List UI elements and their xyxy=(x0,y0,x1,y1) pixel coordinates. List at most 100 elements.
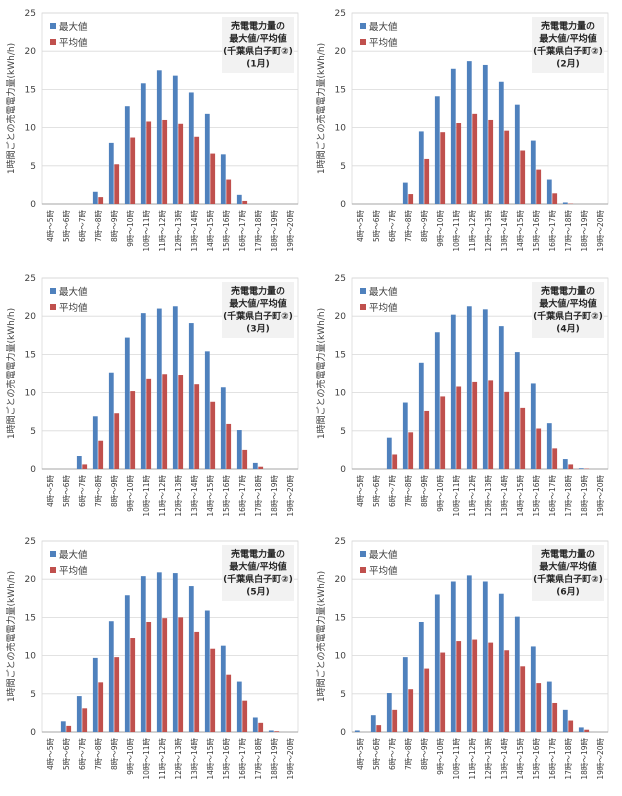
bar-avg xyxy=(146,121,152,204)
bar-avg xyxy=(194,136,200,204)
y-axis-label: 1時間ごとの売電電力量(kWh/h) xyxy=(315,308,327,439)
x-tick-label: 6時～7時 xyxy=(388,475,397,508)
bar-max xyxy=(514,352,520,469)
x-tick-label: 9時～10時 xyxy=(126,738,135,775)
chart-month: (1月) xyxy=(246,59,270,70)
y-tick-label: 10 xyxy=(335,124,347,134)
chart-title: (千葉県白子町②) xyxy=(223,45,293,57)
chart-panel: 0 5 10 15 20 25 1時間ごとの売電電力量(kWh/h) 4時～5時 5時～6時 6時… xyxy=(5,9,299,252)
legend-swatch xyxy=(360,567,366,573)
bar-avg xyxy=(504,391,510,469)
bar-max xyxy=(450,581,456,732)
bar-avg xyxy=(392,709,398,732)
y-tick-label: 0 xyxy=(30,200,36,210)
y-tick-label: 0 xyxy=(340,200,346,210)
x-tick-label: 10時～11時 xyxy=(142,738,151,780)
x-tick-label: 8時～9時 xyxy=(110,475,119,508)
bar-avg xyxy=(146,621,152,732)
x-tick-label: 9時～10時 xyxy=(436,210,445,247)
legend-entry: 平均値 xyxy=(59,302,88,314)
x-tick-label: 16時～17時 xyxy=(238,475,247,517)
bar-avg xyxy=(162,374,168,469)
x-tick-label: 6時～7時 xyxy=(388,738,397,771)
x-tick-label: 17時～18時 xyxy=(254,210,263,252)
chart-title: 最大値/平均値 xyxy=(229,33,286,45)
bar-max xyxy=(268,730,274,732)
bar-max xyxy=(140,83,146,204)
x-tick-label: 18時～19時 xyxy=(270,475,279,517)
legend-entry: 最大値 xyxy=(369,549,398,561)
chart-title: (千葉県白子町②) xyxy=(533,573,603,585)
bar-max xyxy=(188,323,194,469)
bar-avg xyxy=(456,386,462,469)
x-tick-label: 16時～17時 xyxy=(548,210,557,252)
y-tick-label: 0 xyxy=(340,728,346,738)
x-tick-label: 17時～18時 xyxy=(564,738,573,780)
y-tick-label: 20 xyxy=(335,47,347,57)
x-tick-label: 14時～15時 xyxy=(516,210,525,252)
y-tick-label: 5 xyxy=(340,162,346,172)
x-tick-label: 18時～19時 xyxy=(270,738,279,780)
bar-max xyxy=(450,314,456,469)
chart-title: 売電電力量の xyxy=(231,20,285,32)
x-tick-label: 12時～13時 xyxy=(484,475,493,517)
x-tick-label: 9時～10時 xyxy=(436,738,445,775)
x-tick-label: 5時～6時 xyxy=(372,738,381,771)
chart-month: (5月) xyxy=(246,587,270,598)
bar-avg xyxy=(504,650,510,732)
bar-avg xyxy=(98,197,104,204)
y-tick-label: 5 xyxy=(30,162,36,172)
bar-avg xyxy=(178,375,184,469)
legend-swatch xyxy=(360,23,366,29)
bar-max xyxy=(530,140,536,204)
bar-max xyxy=(220,387,226,469)
x-tick-label: 13時～14時 xyxy=(190,210,199,252)
y-axis-label: 1時間ごとの売電電力量(kWh/h) xyxy=(5,571,17,702)
bar-max xyxy=(140,313,146,469)
bar-avg xyxy=(114,657,120,732)
bar-avg xyxy=(536,428,542,469)
chart-title: 売電電力量の xyxy=(231,285,285,297)
bar-avg xyxy=(178,123,184,204)
title-box xyxy=(222,282,294,338)
bar-max xyxy=(434,594,440,732)
y-tick-label: 0 xyxy=(340,465,346,475)
bar-max xyxy=(386,437,392,469)
x-tick-label: 9時～10時 xyxy=(126,210,135,247)
bar-avg xyxy=(568,464,574,469)
bar-avg xyxy=(82,708,88,732)
x-tick-label: 11時～12時 xyxy=(468,475,477,517)
chart-title: (千葉県白子町②) xyxy=(533,310,603,322)
bar-max xyxy=(418,362,424,469)
y-tick-label: 5 xyxy=(340,690,346,700)
y-axis-label: 1時間ごとの売電電力量(kWh/h) xyxy=(315,571,327,702)
x-tick-label: 17時～18時 xyxy=(564,210,573,252)
chart-title: 最大値/平均値 xyxy=(229,561,286,573)
legend-entry: 最大値 xyxy=(59,549,88,561)
bar-avg xyxy=(440,132,446,204)
bar-avg xyxy=(440,652,446,732)
bar-avg xyxy=(472,113,478,204)
title-box xyxy=(532,17,604,73)
bar-max xyxy=(418,621,424,732)
bar-max xyxy=(482,581,488,732)
x-tick-label: 19時～20時 xyxy=(286,210,295,252)
x-tick-label: 13時～14時 xyxy=(500,475,509,517)
bar-max xyxy=(92,416,98,469)
chart-panel: 0 5 10 15 20 25 1時間ごとの売電電力量(kWh/h) 4時～5時 5時～6時 6時… xyxy=(5,274,299,517)
bar-avg xyxy=(210,401,216,469)
x-tick-label: 6時～7時 xyxy=(78,210,87,243)
y-tick-label: 10 xyxy=(25,124,37,134)
title-box xyxy=(222,17,294,73)
bar-max xyxy=(236,430,242,469)
legend-entry: 平均値 xyxy=(369,302,398,314)
chart-panel: 0 5 10 15 20 25 1時間ごとの売電電力量(kWh/h) 4時～5時 5時～6時 6時… xyxy=(315,274,609,517)
x-tick-label: 17時～18時 xyxy=(254,738,263,780)
x-tick-label: 12時～13時 xyxy=(484,210,493,252)
x-tick-label: 13時～14時 xyxy=(500,210,509,252)
bar-max xyxy=(514,616,520,732)
y-tick-label: 15 xyxy=(25,85,36,95)
bar-avg xyxy=(408,689,414,732)
bar-max xyxy=(140,576,146,732)
bar-avg xyxy=(520,150,526,204)
